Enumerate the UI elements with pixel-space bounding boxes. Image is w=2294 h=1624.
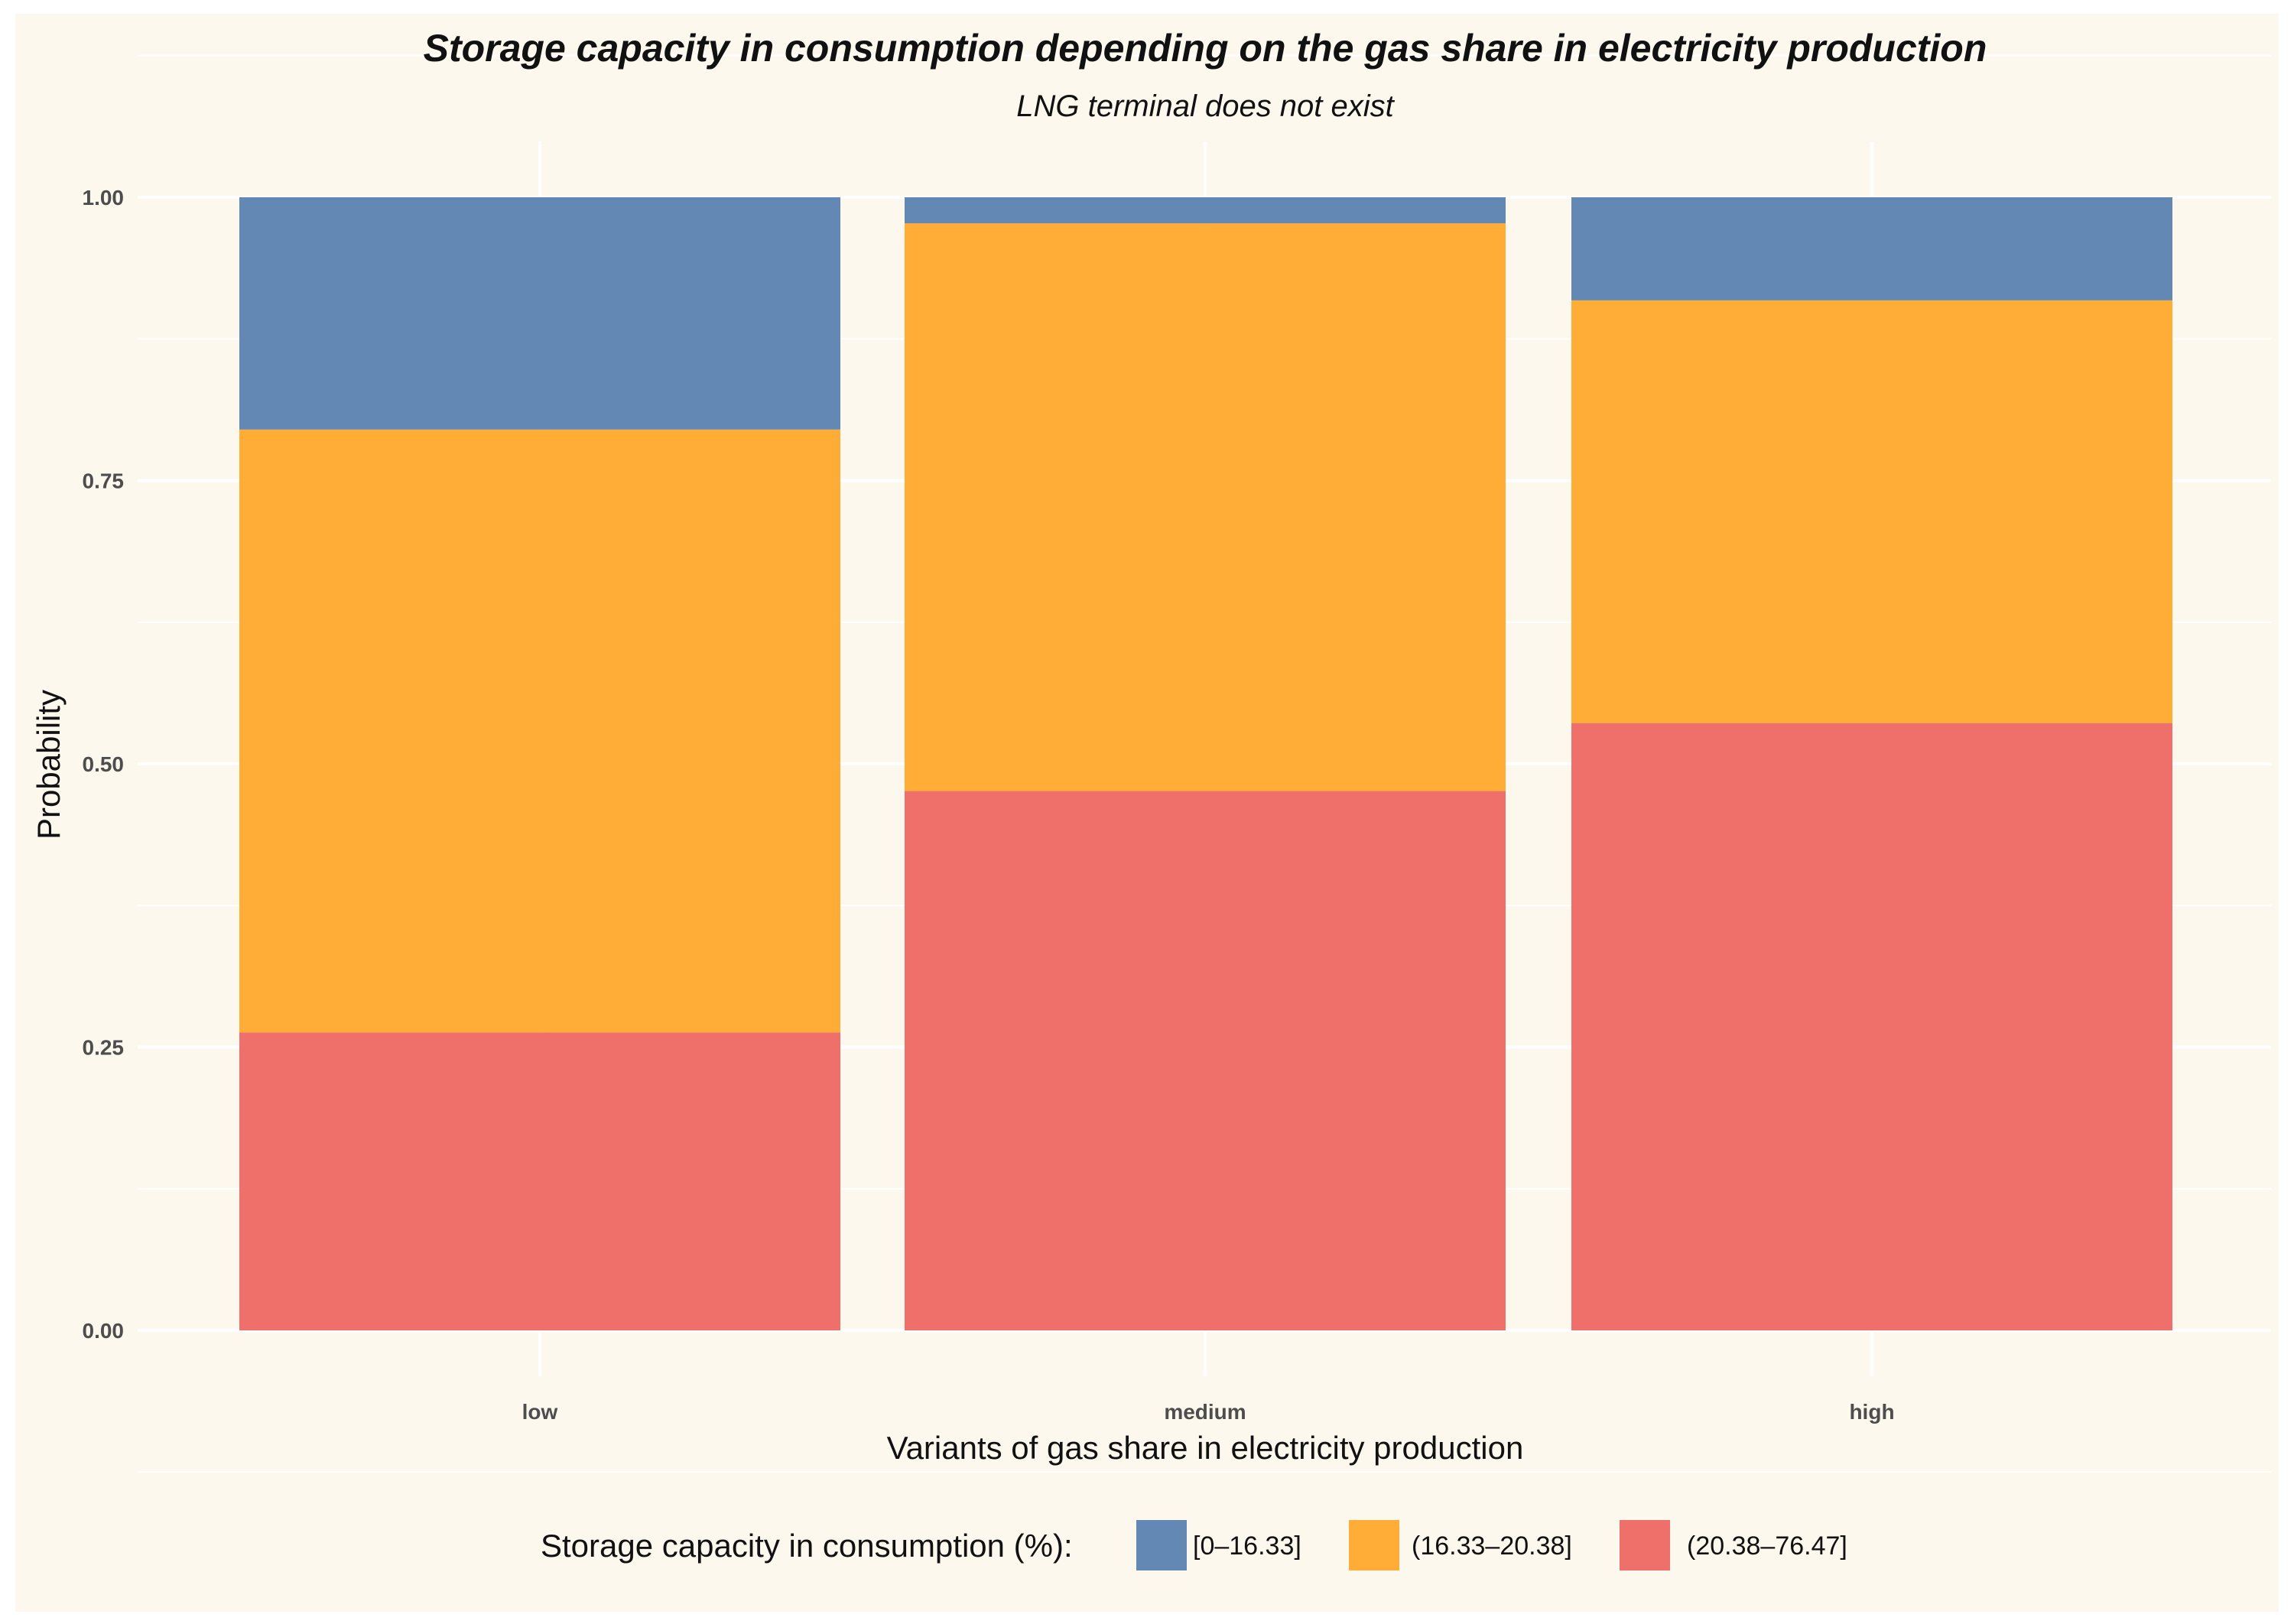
chart-subtitle: LNG terminal does not exist (1016, 89, 1395, 123)
legend: Storage capacity in consumption (%): [0–… (541, 1520, 1847, 1570)
bar-high-segment (1571, 197, 2172, 300)
bar-low-segment (239, 197, 840, 430)
legend-key (1136, 1520, 1187, 1570)
y-tick-label: 1.00 (83, 186, 125, 209)
y-tick-label: 0.00 (83, 1319, 125, 1343)
bar-medium-segment (905, 791, 1506, 1330)
chart-title: Storage capacity in consumption dependin… (424, 27, 1987, 70)
bar-high-segment (1571, 300, 2172, 723)
legend-title: Storage capacity in consumption (%): (541, 1528, 1073, 1564)
bars (239, 197, 2172, 1330)
legend-key (1349, 1520, 1399, 1570)
legend-label: (20.38–76.47] (1687, 1531, 1847, 1561)
legend-key (1620, 1520, 1670, 1570)
y-tick-label: 0.50 (83, 752, 125, 776)
legend-label: (16.33–20.38] (1412, 1531, 1572, 1561)
x-axis-label: Variants of gas share in electricity pro… (887, 1430, 1524, 1466)
x-tick-label: low (522, 1400, 558, 1424)
bar-medium-segment (905, 223, 1506, 791)
bar-high-segment (1571, 723, 2172, 1330)
x-tick-label: high (1849, 1400, 1894, 1424)
y-axis-label: Probability (31, 690, 67, 840)
bar-low-segment (239, 429, 840, 1033)
legend-label: [0–16.33] (1193, 1531, 1301, 1561)
bar-medium-segment (905, 197, 1506, 224)
y-tick-label: 0.75 (83, 469, 125, 493)
y-tick-label: 0.25 (83, 1036, 125, 1060)
y-axis-ticks: 0.00 0.25 0.50 0.75 1.00 (83, 186, 125, 1343)
x-tick-label: medium (1164, 1400, 1246, 1424)
bar-low-segment (239, 1032, 840, 1330)
x-axis-ticks: low medium high (522, 1400, 1895, 1424)
